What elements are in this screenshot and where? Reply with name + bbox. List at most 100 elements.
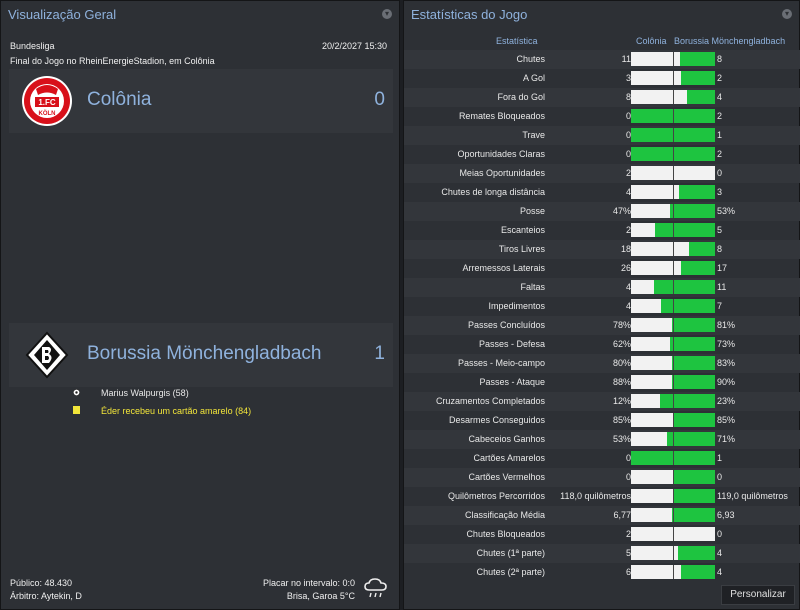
away-share-fill	[687, 90, 715, 104]
home-value: 4	[625, 282, 631, 292]
home-value: 88%	[612, 377, 631, 387]
bar-midline	[673, 451, 674, 465]
bar-midline	[673, 394, 674, 408]
table-row[interactable]: Meias Oportunidades 2 0	[404, 164, 800, 183]
home-value: 47%	[612, 206, 631, 216]
bar-midline	[673, 432, 674, 446]
away-value: 4	[717, 92, 723, 102]
bar-midline	[673, 489, 674, 503]
stat-column-header[interactable]: Estatística	[496, 36, 538, 46]
comparison-bar	[631, 394, 715, 408]
away-share-fill	[673, 470, 715, 484]
table-row[interactable]: Desarmes Conseguidos 85% 85%	[404, 411, 800, 430]
bar-midline	[673, 261, 674, 275]
home-column-header[interactable]: Colônia	[636, 36, 667, 46]
stat-label: Posse	[519, 206, 545, 216]
home-badge-subtext: KÖLN	[39, 110, 56, 117]
comparison-bar	[631, 375, 715, 389]
away-share-fill	[669, 337, 715, 351]
table-row[interactable]: Posse 47% 53%	[404, 202, 800, 221]
goal-event: Marius Walpurgis (58)	[101, 388, 189, 398]
table-row[interactable]: Chutes (2ª parte) 6 4	[404, 563, 800, 582]
home-value: 2	[625, 529, 631, 539]
table-row[interactable]: Cartões Vermelhos 0 0	[404, 468, 800, 487]
bar-midline	[673, 280, 674, 294]
away-value: 1	[717, 453, 723, 463]
home-value: 0	[625, 111, 631, 121]
bar-midline	[673, 470, 674, 484]
comparison-bar	[631, 356, 715, 370]
table-row[interactable]: Impedimentos 4 7	[404, 297, 800, 316]
bar-midline	[673, 128, 674, 142]
comparison-bar	[631, 109, 715, 123]
table-row[interactable]: Passes Concluídos 78% 81%	[404, 316, 800, 335]
stat-label: Quilômetros Percorridos	[447, 491, 545, 501]
table-row[interactable]: Arremessos Laterais 26 17	[404, 259, 800, 278]
overview-title: Visualização Geral	[8, 7, 117, 22]
away-value: 53%	[717, 206, 736, 216]
table-row[interactable]: Passes - Ataque 88% 90%	[404, 373, 800, 392]
customize-button[interactable]: Personalizar	[721, 585, 795, 605]
home-value: 53%	[612, 434, 631, 444]
venue: Final do Jogo no RheinEnergieStadion, em…	[10, 56, 215, 66]
bar-midline	[673, 356, 674, 370]
table-row[interactable]: Tiros Livres 18 8	[404, 240, 800, 259]
table-row[interactable]: Chutes 11 8	[404, 50, 800, 69]
comparison-bar	[631, 147, 715, 161]
away-value: 81%	[717, 320, 736, 330]
home-value: 80%	[612, 358, 631, 368]
yellow-card-icon	[73, 406, 80, 414]
stat-label: Chutes (1ª parte)	[476, 548, 545, 558]
table-row[interactable]: Cruzamentos Completados 12% 23%	[404, 392, 800, 411]
away-share-fill	[681, 261, 715, 275]
away-team-name[interactable]: Borussia Mönchengladbach	[87, 343, 322, 364]
table-row[interactable]: Fora do Gol 8 4	[404, 88, 800, 107]
table-row[interactable]: Cabeceios Ganhos 53% 71%	[404, 430, 800, 449]
home-value: 11	[621, 54, 631, 64]
bar-midline	[673, 508, 674, 522]
table-row[interactable]: Passes - Defesa 62% 73%	[404, 335, 800, 354]
away-column-header[interactable]: Borussia Mönchengladbach	[674, 36, 786, 46]
table-row[interactable]: A Gol 3 2	[404, 69, 800, 88]
away-share-fill	[655, 223, 715, 237]
table-row[interactable]: Quilômetros Percorridos 118,0 quilômetros…	[404, 487, 800, 506]
yellow-card-event: Éder recebeu um cartão amarelo (84)	[101, 406, 252, 416]
table-row[interactable]: Oportunidades Claras 0 2	[404, 145, 800, 164]
table-row[interactable]: Chutes de longa distância 4 3	[404, 183, 800, 202]
home-team-block: 1.FC KÖLN Colônia 0	[9, 69, 393, 133]
home-value: 26	[620, 263, 631, 273]
table-row[interactable]: Faltas 4 11	[404, 278, 800, 297]
table-row[interactable]: Escanteios 2 5	[404, 221, 800, 240]
away-share-fill	[653, 280, 715, 294]
table-row[interactable]: Passes - Meio-campo 80% 83%	[404, 354, 800, 373]
stat-label: Passes - Defesa	[478, 339, 545, 349]
bar-midline	[673, 546, 674, 560]
table-row[interactable]: Cartões Amarelos 0 1	[404, 449, 800, 468]
table-row[interactable]: Chutes Bloqueados 2 0	[404, 525, 800, 544]
collapse-icon[interactable]: ▾	[782, 9, 792, 19]
away-value: 83%	[717, 358, 736, 368]
stat-label: Oportunidades Claras	[457, 149, 545, 159]
table-row[interactable]: Remates Bloqueados 0 2	[404, 107, 800, 126]
comparison-bar	[631, 71, 715, 85]
bar-midline	[673, 527, 674, 541]
away-value: 71%	[717, 434, 736, 444]
bar-midline	[673, 71, 674, 85]
comparison-bar	[631, 489, 715, 503]
stat-label: Arremessos Laterais	[462, 263, 545, 273]
table-row[interactable]: Classificação Média 6,77 6,93	[404, 506, 800, 525]
ball-icon	[73, 389, 80, 396]
away-share-fill	[681, 565, 715, 579]
away-share-fill	[678, 185, 715, 199]
home-team-name[interactable]: Colônia	[87, 89, 152, 110]
collapse-icon[interactable]: ▾	[382, 9, 392, 19]
away-value: 8	[717, 244, 723, 254]
away-value: 8	[717, 54, 723, 64]
bar-midline	[673, 318, 674, 332]
stat-label: Cartões Vermelhos	[468, 472, 545, 482]
away-value: 73%	[717, 339, 736, 349]
table-row[interactable]: Chutes (1ª parte) 5 4	[404, 544, 800, 563]
stats-panel: Estatísticas do Jogo ▾ Estatística Colôn…	[403, 0, 800, 610]
table-row[interactable]: Trave 0 1	[404, 126, 800, 145]
comparison-bar	[631, 413, 715, 427]
